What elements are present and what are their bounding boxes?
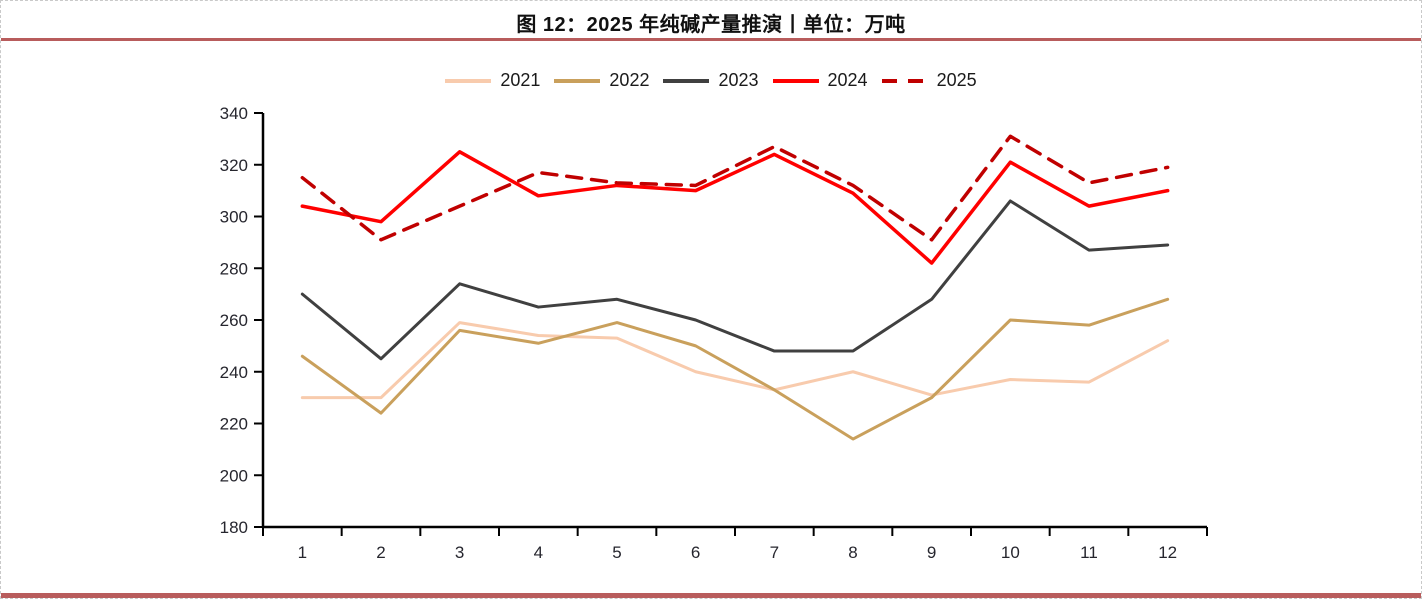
- x-tick-label: 9: [927, 543, 936, 562]
- y-tick-label: 200: [220, 466, 248, 485]
- x-tick-label: 10: [1001, 543, 1020, 562]
- series-line-2024: [300, 150, 1170, 265]
- legend-label: 2024: [827, 70, 868, 90]
- legend-line-icon: [772, 78, 819, 83]
- y-tick-label: 280: [220, 259, 248, 278]
- x-tick-label: 5: [612, 543, 621, 562]
- legend-label: 2023: [718, 70, 759, 90]
- legend-item-2024: 2024: [772, 70, 868, 91]
- bottom-accent-bar: [1, 593, 1421, 598]
- legend-item-2021: 2021: [445, 70, 540, 91]
- x-tick-label: 8: [848, 543, 857, 562]
- legend-line-icon: [881, 78, 928, 83]
- legend-item-2022: 2022: [554, 70, 649, 91]
- x-tick-label: 1: [298, 543, 307, 562]
- x-tick-label: 12: [1158, 543, 1177, 562]
- x-tick-label: 3: [455, 543, 464, 562]
- x-tick-label: 2: [376, 543, 385, 562]
- y-tick-label: 320: [220, 156, 248, 175]
- legend-label: 2021: [500, 70, 541, 90]
- y-tick-label: 260: [220, 311, 248, 330]
- x-tick-label: 7: [770, 543, 779, 562]
- y-tick-label: 240: [220, 363, 248, 382]
- y-tick-label: 180: [220, 518, 248, 537]
- series-line-2022: [300, 297, 1170, 441]
- legend-line-icon: [445, 78, 492, 83]
- y-tick-label: 340: [220, 104, 248, 123]
- legend-item-2025: 2025: [881, 70, 977, 91]
- y-tick-label: 300: [220, 208, 248, 227]
- legend-label: 2025: [936, 70, 977, 90]
- legend-label: 2022: [609, 70, 650, 90]
- legend-item-2023: 2023: [663, 70, 759, 91]
- legend-line-icon: [663, 78, 710, 83]
- x-tick-label: 11: [1080, 543, 1098, 562]
- series-line-2025: [300, 134, 1170, 242]
- chart-legend: 2021 2022 2023 2024 2025: [1, 70, 1421, 91]
- x-tick-label: 6: [691, 543, 700, 562]
- title-rule: [1, 38, 1421, 41]
- x-tick-label: 4: [534, 543, 543, 562]
- legend-line-icon: [554, 78, 601, 83]
- y-tick-label: 220: [220, 415, 248, 434]
- chart-title: 图 12：2025 年纯碱产量推演丨单位：万吨: [516, 14, 906, 36]
- series-line-2021: [300, 321, 1170, 400]
- series-line-2023: [300, 199, 1170, 361]
